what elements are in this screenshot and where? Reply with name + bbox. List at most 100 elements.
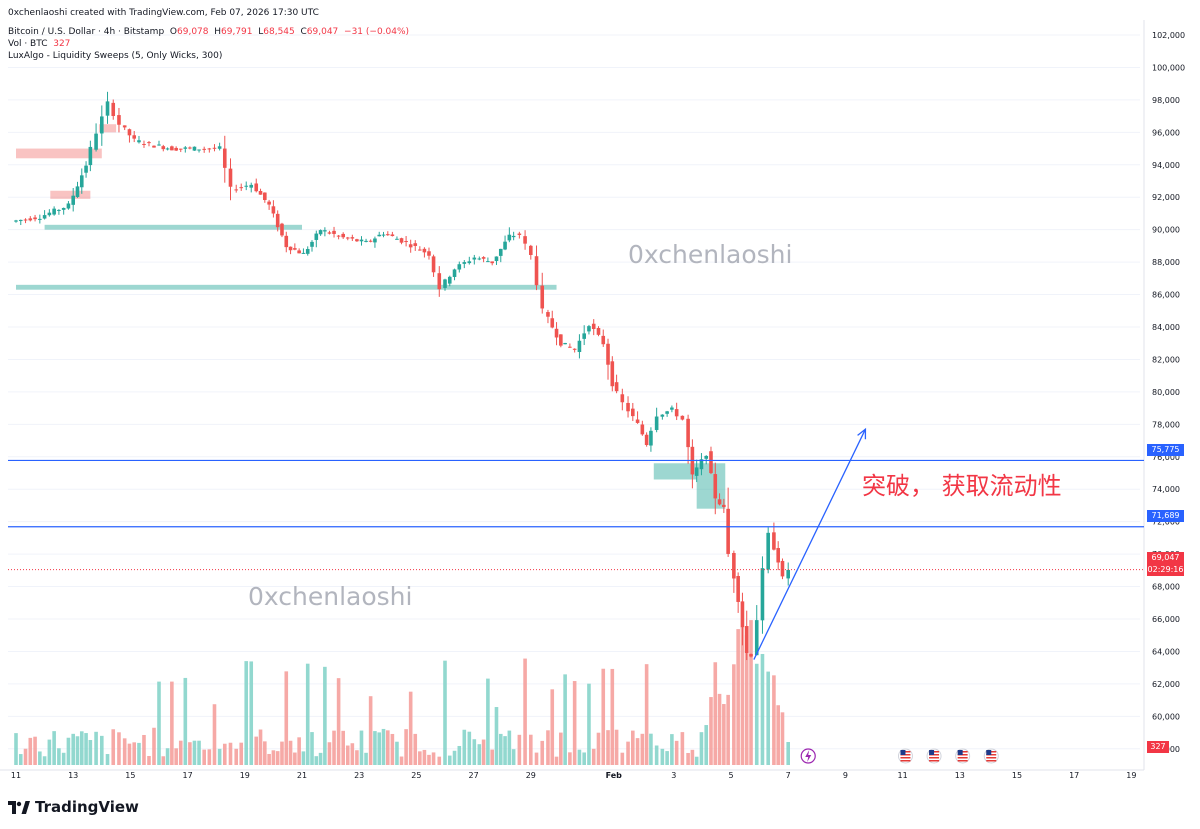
candle-body[interactable] [462,262,467,264]
candle-body[interactable] [71,195,75,205]
candle-body[interactable] [137,140,141,143]
candle-body[interactable] [271,206,276,214]
candle-body[interactable] [258,190,263,195]
candle-body[interactable] [152,145,156,148]
candle-body[interactable] [23,219,28,221]
candle-body[interactable] [66,203,71,209]
candle-body[interactable] [297,250,301,254]
candle-body[interactable] [132,135,137,139]
candle-body[interactable] [301,252,306,254]
candle-body[interactable] [766,532,770,570]
candle-body[interactable] [127,129,132,136]
candle-body[interactable] [165,148,170,150]
candle-body[interactable] [336,235,341,237]
candle-body[interactable] [760,568,765,621]
candle-body[interactable] [786,569,790,579]
candle-body[interactable] [228,168,233,187]
candle-body[interactable] [386,234,390,236]
candle-body[interactable] [704,455,709,459]
candle-body[interactable] [84,165,88,173]
candle-body[interactable] [207,148,212,150]
candle-body[interactable] [649,430,653,446]
candle-body[interactable] [452,269,457,277]
candle-body[interactable] [254,183,259,192]
candle-body[interactable] [582,333,586,339]
candle-body[interactable] [722,504,726,508]
candle-body[interactable] [267,201,271,205]
candle-body[interactable] [88,146,93,166]
candle-body[interactable] [122,125,127,128]
candle-body[interactable] [212,147,217,149]
candle-body[interactable] [147,142,151,144]
tradingview-logo[interactable]: TradingView [8,798,139,816]
candle-body[interactable] [427,251,431,256]
candle-body[interactable] [377,234,382,237]
candle-body[interactable] [368,240,373,242]
candle-body[interactable] [42,215,47,219]
candle-body[interactable] [117,115,121,125]
projection-arrow-line[interactable] [753,428,867,660]
candle-body[interactable] [332,230,336,234]
candle-body[interactable] [447,276,452,284]
candle-body[interactable] [540,285,545,309]
candle-body[interactable] [327,232,332,234]
candle-body[interactable] [33,217,37,220]
candle-body[interactable] [293,248,297,250]
candle-body[interactable] [413,243,418,246]
candle-body[interactable] [601,335,606,345]
candle-body[interactable] [111,102,116,117]
candle-body[interactable] [736,576,740,602]
candle-body[interactable] [52,208,56,215]
candle-body[interactable] [239,187,244,189]
candle-body[interactable] [364,240,368,242]
candle-body[interactable] [694,467,699,476]
candle-body[interactable] [431,256,436,273]
candle-body[interactable] [606,343,610,365]
candle-body[interactable] [620,394,625,403]
candle-body[interactable] [418,249,422,251]
candle-body[interactable] [390,234,395,237]
candle-body[interactable] [75,186,80,197]
candle-body[interactable] [572,348,577,350]
candle-body[interactable] [680,415,685,420]
candle-body[interactable] [699,459,704,470]
candle-body[interactable] [57,209,61,211]
candle-body[interactable] [577,340,582,353]
candle-body[interactable] [18,219,23,222]
candle-body[interactable] [305,248,310,254]
candle-body[interactable] [644,434,649,446]
candle-body[interactable] [244,185,249,187]
candle-body[interactable] [47,212,52,216]
candle-body[interactable] [280,223,284,236]
candle-body[interactable] [100,116,104,134]
candle-body[interactable] [178,148,183,150]
candle-body[interactable] [529,245,533,255]
candle-body[interactable] [345,237,350,239]
candle-body[interactable] [161,146,166,150]
candle-body[interactable] [550,318,555,328]
candle-body[interactable] [314,233,319,240]
candle-body[interactable] [563,342,567,345]
candle-body[interactable] [341,233,345,238]
candle-body[interactable] [546,312,550,317]
candle-body[interactable] [749,654,753,657]
candle-body[interactable] [408,244,413,248]
candle-body[interactable] [350,237,355,239]
candle-body[interactable] [94,133,98,150]
candle-body[interactable] [686,418,690,448]
candle-body[interactable] [670,407,674,410]
candle-body[interactable] [554,328,559,338]
candle-body[interactable] [503,241,507,250]
candle-body[interactable] [523,236,527,244]
candle-body[interactable] [726,508,730,554]
candle-body[interactable] [717,499,722,505]
candle-body[interactable] [373,238,377,243]
candle-body[interactable] [422,248,427,253]
candle-body[interactable] [359,239,364,242]
candle-body[interactable] [559,334,563,346]
candle-body[interactable] [744,626,749,653]
candle-body[interactable] [713,474,718,499]
candle-body[interactable] [587,326,591,332]
candle-body[interactable] [660,414,665,417]
